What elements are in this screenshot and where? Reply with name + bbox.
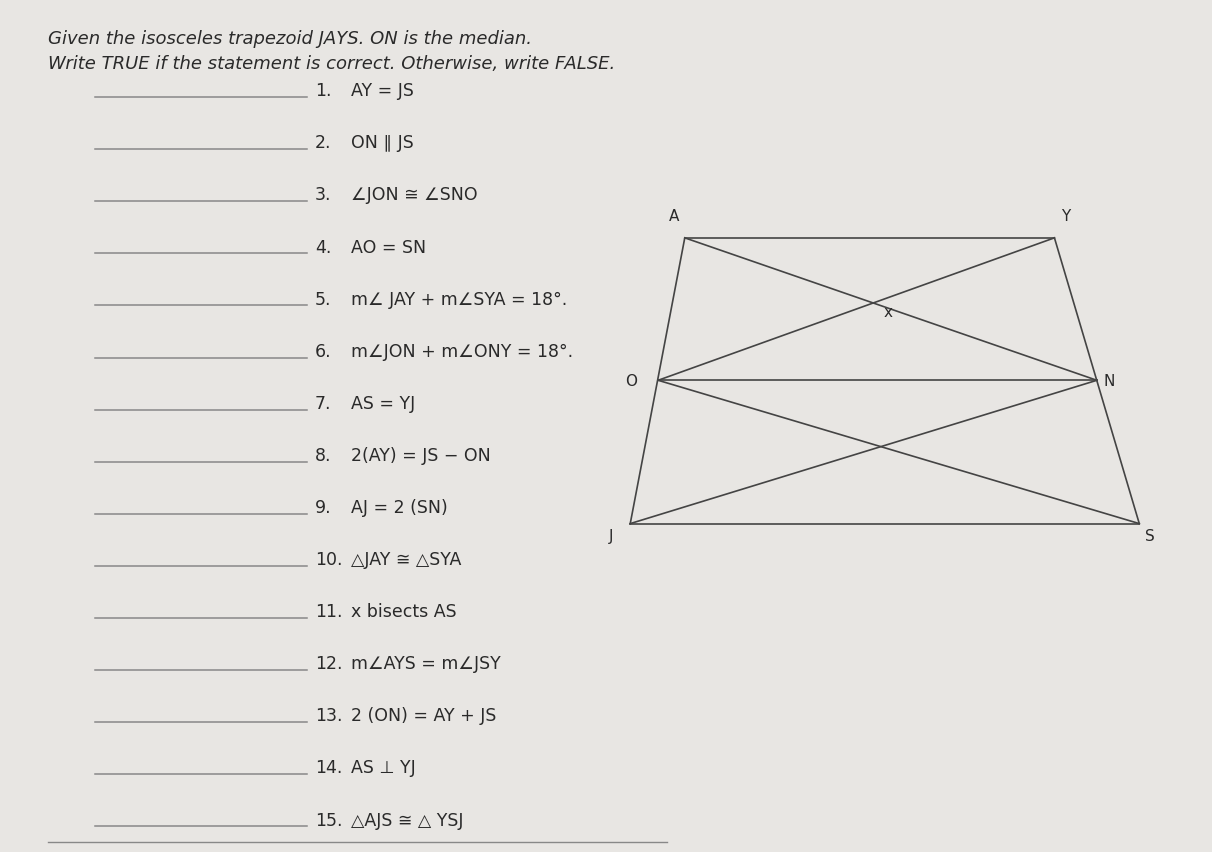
Text: ∠JON ≅ ∠SNO: ∠JON ≅ ∠SNO [351, 187, 478, 204]
Text: 2 (ON) = AY + JS: 2 (ON) = AY + JS [351, 706, 497, 724]
Text: Y: Y [1060, 209, 1070, 224]
Text: Given the isosceles trapezoid JAYS. ON is the median.: Given the isosceles trapezoid JAYS. ON i… [48, 30, 532, 48]
Text: x: x [884, 304, 893, 320]
Text: 3.: 3. [315, 187, 332, 204]
Text: N: N [1103, 373, 1114, 389]
Text: J: J [610, 528, 613, 544]
Text: AS = YJ: AS = YJ [351, 394, 416, 412]
Text: 8.: 8. [315, 446, 332, 464]
Text: m∠ JAY + m∠SYA = 18°.: m∠ JAY + m∠SYA = 18°. [351, 291, 567, 308]
Text: 7.: 7. [315, 394, 332, 412]
Text: 2.: 2. [315, 135, 332, 153]
Text: △JAY ≅ △SYA: △JAY ≅ △SYA [351, 550, 462, 568]
Text: 6.: 6. [315, 343, 332, 360]
Text: 5.: 5. [315, 291, 332, 308]
Text: ON ∥ JS: ON ∥ JS [351, 135, 415, 153]
Text: 1.: 1. [315, 82, 332, 101]
Text: AJ = 2 (SN): AJ = 2 (SN) [351, 498, 448, 516]
Text: AO = SN: AO = SN [351, 239, 427, 256]
Text: 13.: 13. [315, 706, 343, 724]
Text: 11.: 11. [315, 602, 343, 620]
Text: △AJS ≅ △ YSJ: △AJS ≅ △ YSJ [351, 810, 464, 829]
Text: AS ⊥ YJ: AS ⊥ YJ [351, 758, 416, 776]
Text: S: S [1145, 528, 1155, 544]
Text: 2(AY) = JS − ON: 2(AY) = JS − ON [351, 446, 491, 464]
Text: O: O [625, 373, 638, 389]
Text: 9.: 9. [315, 498, 332, 516]
Text: 12.: 12. [315, 654, 343, 672]
Text: 14.: 14. [315, 758, 343, 776]
Text: m∠AYS = m∠JSY: m∠AYS = m∠JSY [351, 654, 502, 672]
Text: Write TRUE if the statement is correct. Otherwise, write FALSE.: Write TRUE if the statement is correct. … [48, 55, 616, 73]
Text: 15.: 15. [315, 810, 343, 829]
Text: m∠JON + m∠ONY = 18°.: m∠JON + m∠ONY = 18°. [351, 343, 573, 360]
Text: x bisects AS: x bisects AS [351, 602, 457, 620]
Text: 10.: 10. [315, 550, 343, 568]
Text: A: A [669, 209, 680, 224]
Text: AY = JS: AY = JS [351, 82, 415, 101]
Text: 4.: 4. [315, 239, 332, 256]
